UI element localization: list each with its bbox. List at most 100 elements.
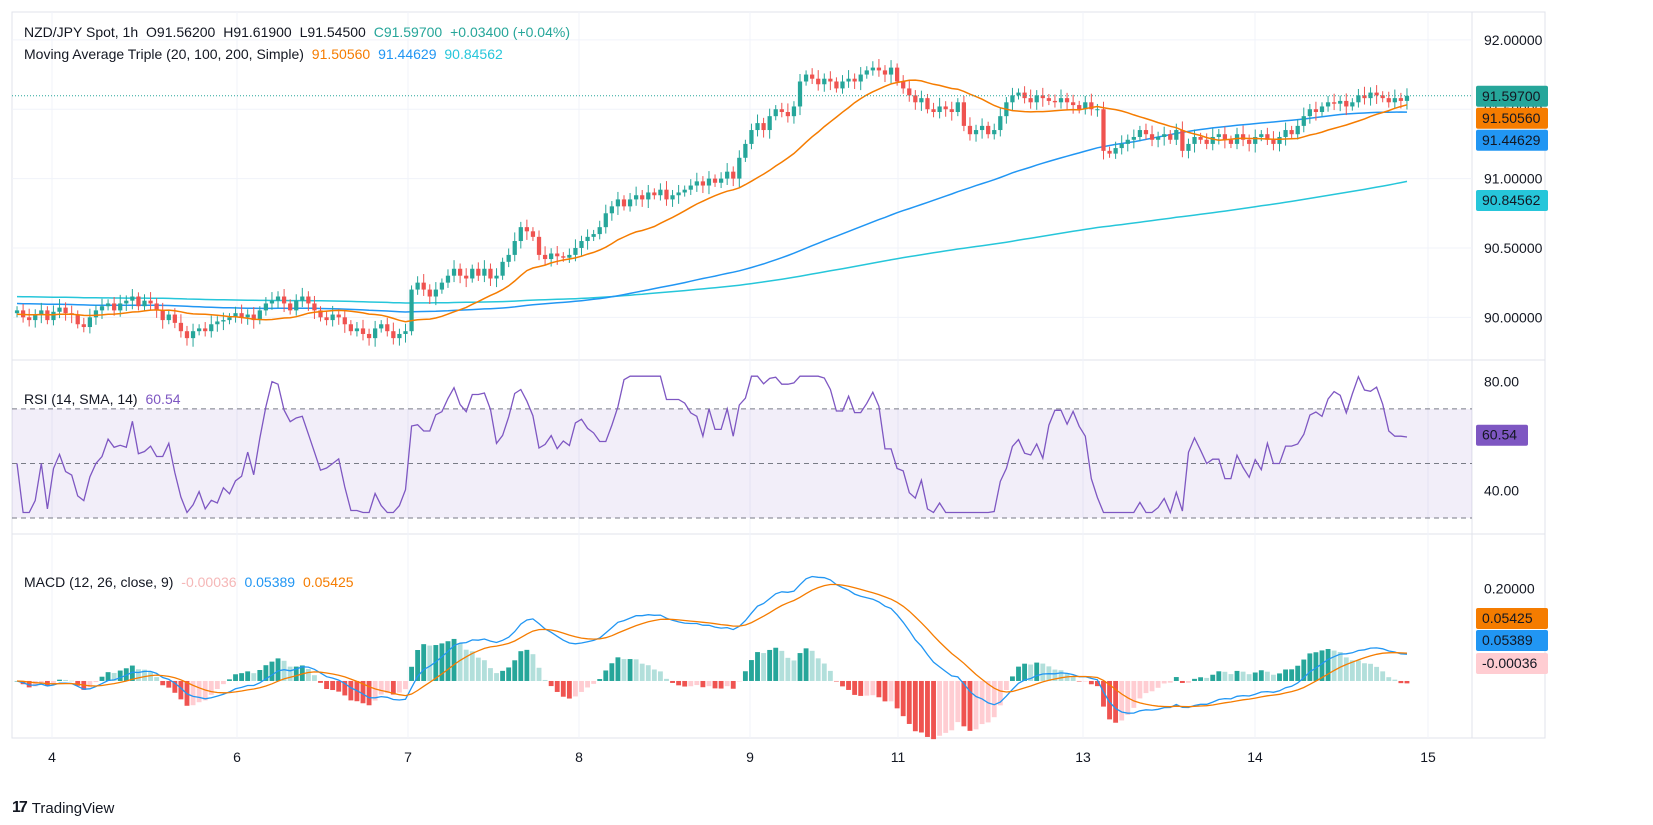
macd-histogram-bar xyxy=(366,680,372,706)
candle-body xyxy=(561,256,566,258)
macd-histogram-bar xyxy=(38,680,44,684)
candle xyxy=(1089,93,1094,116)
candle xyxy=(184,325,190,346)
candle-body xyxy=(421,282,426,290)
candle-body xyxy=(1325,102,1331,107)
macd-histogram-bar xyxy=(724,680,730,687)
macd-histogram-bar xyxy=(154,677,160,681)
candle-body xyxy=(621,199,627,207)
candle-body xyxy=(1398,98,1404,101)
candle-body xyxy=(330,314,335,321)
candle-body xyxy=(300,296,305,301)
time-tick-label-9: 9 xyxy=(746,749,754,765)
macd-histogram-bar xyxy=(1198,677,1204,681)
candle-body xyxy=(658,189,663,196)
candle xyxy=(190,323,196,347)
footer-brand[interactable]: 17 TradingView xyxy=(12,799,114,817)
candle xyxy=(567,248,572,263)
price-badge-2 xyxy=(1476,129,1548,151)
candle-body xyxy=(664,189,669,200)
candle-body xyxy=(591,234,596,237)
candle-body xyxy=(360,328,366,334)
macd-histogram-bar xyxy=(384,680,390,694)
macd-histogram-bar xyxy=(257,670,263,681)
candle xyxy=(348,320,353,336)
candle xyxy=(1392,89,1397,109)
candle xyxy=(1052,94,1058,108)
macd-histogram-bar xyxy=(815,658,821,681)
candle-body xyxy=(1344,100,1349,107)
candle xyxy=(1186,138,1191,159)
macd-histogram-bar xyxy=(348,680,354,701)
candle-body xyxy=(919,98,924,103)
macd-histogram-bar xyxy=(342,680,348,696)
macd-histogram-bar xyxy=(445,641,451,681)
candle xyxy=(1004,97,1009,124)
candle xyxy=(1168,130,1173,144)
rsi-legend-value: 60.54 xyxy=(145,391,181,407)
ma20-value: 91.50560 xyxy=(311,46,371,62)
macd-histogram-bar xyxy=(1362,663,1367,681)
candle-body xyxy=(712,178,718,183)
candle-body xyxy=(105,303,111,307)
macd-histogram-bar xyxy=(202,680,208,701)
macd-histogram-bar xyxy=(597,679,603,681)
candle-body xyxy=(737,157,742,179)
macd-histogram-bar xyxy=(69,680,75,682)
candle-body xyxy=(603,213,608,228)
macd-histogram-bar xyxy=(925,680,930,737)
macd-histogram-bar xyxy=(1010,676,1015,681)
candle xyxy=(360,319,366,341)
macd-histogram-bar xyxy=(1094,680,1100,687)
candle xyxy=(227,313,232,325)
macd-histogram-bar xyxy=(1137,680,1143,699)
macd-histogram-bar xyxy=(573,680,578,697)
candle xyxy=(75,310,80,329)
macd-badge-label-1: 0.05389 xyxy=(1482,632,1533,648)
candle-body xyxy=(209,324,214,332)
candle-body xyxy=(385,324,390,332)
candle-body xyxy=(882,70,888,75)
candle xyxy=(688,179,693,195)
macd-histogram-bar xyxy=(75,680,81,686)
candle-body xyxy=(967,125,973,135)
candle xyxy=(500,257,505,280)
candle xyxy=(160,302,165,329)
macd-histogram-bar xyxy=(670,680,675,683)
candle-body xyxy=(415,282,420,290)
ma200-value: 90.84562 xyxy=(444,46,503,62)
candle-body xyxy=(1338,100,1343,104)
candle xyxy=(542,246,548,266)
candle-body xyxy=(215,321,220,325)
price-badge-1 xyxy=(1476,107,1548,129)
macd-histogram-bar xyxy=(997,680,1003,706)
candle-body xyxy=(288,303,293,311)
macd-histogram-bar xyxy=(694,680,700,686)
candle xyxy=(524,219,530,240)
candle-body xyxy=(640,195,645,200)
candle xyxy=(257,306,262,325)
candle xyxy=(700,176,706,194)
candle-body xyxy=(524,227,530,232)
candle xyxy=(470,264,475,283)
candle-body xyxy=(257,310,262,321)
candle xyxy=(1362,86,1367,105)
macd-histogram-bar xyxy=(985,680,991,723)
macd-histogram-bar xyxy=(1252,672,1258,681)
candle-body xyxy=(488,268,493,279)
candle-body xyxy=(99,306,105,311)
candle-body xyxy=(609,206,614,214)
macd-histogram-bar xyxy=(1374,666,1380,681)
macd-histogram-bar xyxy=(1149,680,1155,692)
macd-histogram-bar xyxy=(664,678,669,681)
candle xyxy=(1295,119,1300,140)
rsi-legend-label: RSI (14, SMA, 14) xyxy=(24,391,138,407)
candle-body xyxy=(1198,136,1203,140)
ma-legend-label: Moving Average Triple (20, 100, 200, Sim… xyxy=(24,46,304,62)
candle-body xyxy=(1332,102,1337,104)
candle xyxy=(979,118,985,139)
candle-body xyxy=(1228,139,1234,144)
candle-body xyxy=(184,331,190,339)
candle xyxy=(731,166,736,187)
